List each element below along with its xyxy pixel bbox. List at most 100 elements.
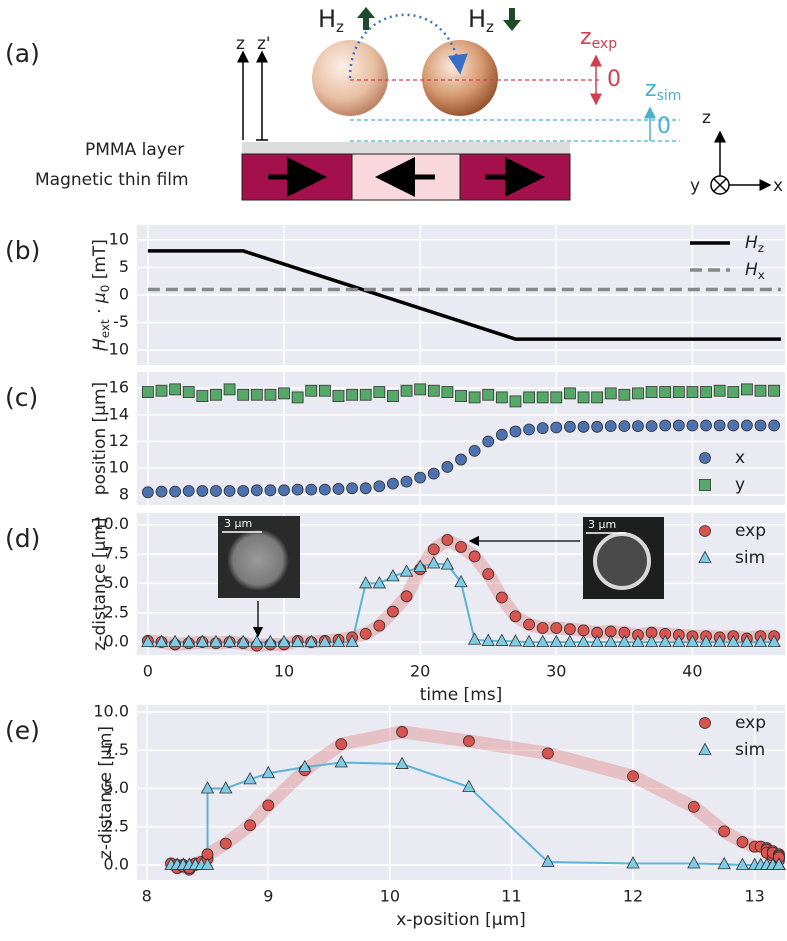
marker [399,564,414,577]
marker [495,591,508,604]
x-tick-label: 0 [143,662,153,681]
marker [169,383,182,396]
y-tick-label: 7.5 [104,544,129,563]
label-part: z [758,241,764,255]
marker [318,483,331,496]
marker [182,386,195,398]
marker [754,384,767,397]
y-tick-label: 10.0 [93,514,129,533]
marker [626,856,640,869]
label-part: H [745,260,758,280]
y-tick-label: 12 [109,431,129,450]
marker [277,634,291,647]
marker [318,634,332,647]
marker [631,634,645,647]
marker [223,485,236,497]
y-tick-label: 2.5 [104,816,129,835]
marker [250,634,264,647]
x-axis-label: x-position [μm] [396,910,526,930]
marker [345,634,359,647]
marker [768,419,781,432]
marker [427,556,441,569]
y-tick-label: 0 [119,285,129,304]
marker [182,634,196,647]
marker [261,765,275,779]
x-tick-label: 12 [623,887,643,906]
marker [727,419,740,432]
marker [413,559,427,572]
panel-label: (a) [5,39,40,68]
marker [263,634,278,647]
marker [427,543,440,556]
marker [509,395,522,408]
marker [414,471,427,484]
marker [509,425,522,438]
marker [141,486,154,499]
marker [298,759,312,773]
marker [740,383,753,396]
label-part: H [745,233,758,253]
marker [359,627,372,640]
marker [699,634,713,647]
marker [414,383,427,396]
marker [386,569,400,582]
marker [169,485,182,498]
marker [387,605,399,618]
marker [141,634,155,647]
marker [222,634,237,647]
marker [250,484,263,497]
scale-label: 3 μm [588,518,616,531]
y-tick-label: 5.0 [104,778,129,797]
marker [672,419,685,432]
diagram: (a) PMMA layer Magnetic thin film z z' H… [5,5,783,201]
y-axis-label: z-distance [μm] [90,517,110,650]
marker [700,386,712,398]
legend-marker [698,550,712,563]
marker [278,484,290,497]
marker [713,384,726,397]
z-label: z [236,34,245,54]
marker [577,420,590,433]
marker [154,634,169,647]
label-part: μ [90,292,110,304]
marker [346,482,358,495]
marker [400,384,413,397]
legend-label: Hz [745,233,764,255]
inset-skyrmion [227,529,289,591]
marker [495,391,508,404]
marker [522,634,536,647]
x-tick-label: 8 [142,887,152,906]
marker [645,386,658,398]
pmma-layer [242,142,570,154]
marker [334,755,348,768]
exp-zero: 0 [607,67,621,92]
marker [243,772,257,785]
marker [441,534,454,546]
marker [541,854,555,867]
marker [632,387,644,400]
marker [396,726,408,738]
marker [632,420,644,433]
axis-z-label: z [702,108,711,128]
marker [627,770,639,783]
marker [196,390,209,402]
marker [262,799,275,812]
marker [304,634,318,647]
marker [236,634,250,647]
y-tick-label: 10 [109,229,129,248]
marker [687,856,701,869]
marker [700,419,712,432]
marker [219,781,233,794]
marker [767,634,781,647]
legend-label: sim [735,740,765,760]
marker [455,453,467,466]
marker [604,387,617,400]
label-part: x [758,268,765,282]
marker [455,390,467,402]
marker [686,419,699,432]
marker [590,634,604,647]
marker [387,477,399,490]
panel-label: (e) [5,716,40,745]
marker [536,634,550,647]
